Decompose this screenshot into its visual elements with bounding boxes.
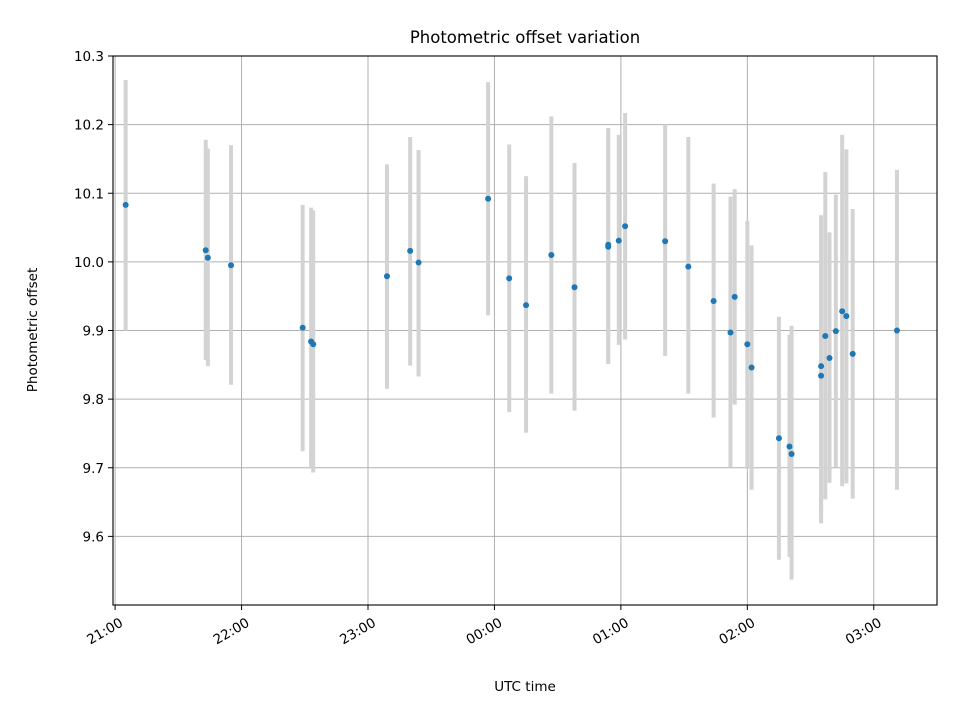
data-point: [710, 297, 717, 304]
data-point: [832, 328, 839, 335]
data-point: [407, 247, 414, 254]
data-point: [383, 273, 390, 280]
data-point: [775, 435, 782, 442]
data-point: [122, 201, 129, 208]
data-point: [822, 332, 829, 339]
data-point: [818, 372, 825, 379]
data-point: [744, 341, 751, 348]
data-point: [731, 293, 738, 300]
data-point: [662, 238, 669, 245]
data-point: [485, 195, 492, 202]
data-point: [204, 254, 211, 261]
data-point: [685, 263, 692, 270]
data-point: [605, 243, 612, 250]
data-point: [415, 259, 422, 266]
x-axis-label: UTC time: [494, 679, 556, 695]
data-point: [788, 451, 795, 458]
y-tick-label: 9.6: [83, 529, 104, 545]
data-point: [622, 223, 629, 230]
y-tick-label: 10.1: [74, 186, 104, 202]
y-axis-label: Photometric offset: [25, 268, 41, 392]
y-tick-label: 10.0: [74, 255, 104, 271]
data-point: [843, 313, 850, 320]
data-point: [849, 350, 856, 357]
data-point: [571, 284, 578, 291]
data-point: [202, 247, 209, 254]
data-point: [839, 308, 846, 315]
y-tick-label: 9.8: [83, 392, 104, 408]
data-point: [818, 363, 825, 370]
data-point: [748, 364, 755, 371]
data-point: [615, 237, 622, 244]
data-point: [727, 329, 734, 336]
chart-title: Photometric offset variation: [410, 28, 640, 47]
data-point: [299, 324, 306, 331]
data-point: [228, 262, 235, 269]
data-point: [310, 341, 317, 348]
y-tick-label: 9.7: [83, 461, 104, 477]
y-tick-label: 9.9: [83, 324, 104, 340]
data-point: [548, 252, 555, 259]
data-point: [506, 275, 513, 282]
data-point: [786, 443, 793, 450]
data-point: [523, 302, 530, 309]
data-point: [826, 354, 833, 361]
y-tick-label: 10.3: [74, 49, 104, 65]
y-tick-label: 10.2: [74, 118, 104, 134]
data-point: [893, 327, 900, 334]
data-points: [122, 195, 900, 458]
